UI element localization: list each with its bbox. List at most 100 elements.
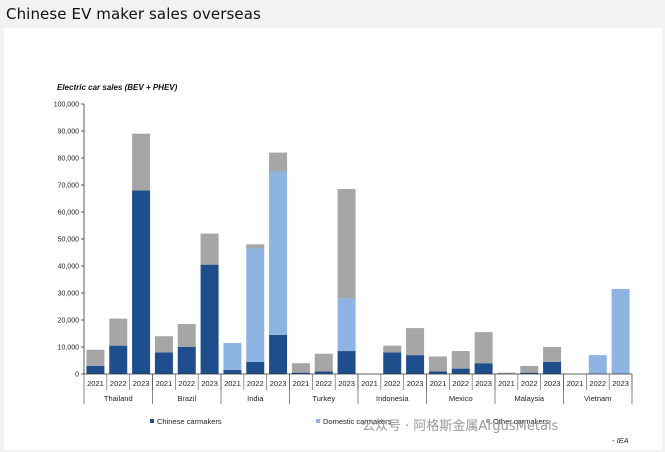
source-note: - IEA xyxy=(612,436,629,445)
bar-segment xyxy=(406,355,425,374)
bar-segment xyxy=(428,371,447,374)
x-tick-label: 2021 xyxy=(361,379,378,388)
bar-segment xyxy=(314,353,333,372)
x-tick-label: 2023 xyxy=(612,379,629,388)
bar-segment xyxy=(474,332,493,364)
y-tick-label: 90,000 xyxy=(58,129,80,136)
legend-label: Other carmakers xyxy=(493,417,549,426)
x-tick-label: 2022 xyxy=(452,379,469,388)
bar-segment xyxy=(200,233,219,265)
bar-segment xyxy=(246,248,265,362)
x-tick-label: 2022 xyxy=(178,379,195,388)
ev-sales-chart: Electric car sales (BEV + PHEV) 0 10,000 2… xyxy=(54,83,633,445)
bar-segment xyxy=(383,352,402,374)
x-tick-label: 2021 xyxy=(224,379,241,388)
x-tick-label: 2022 xyxy=(589,379,606,388)
bar-segment xyxy=(132,133,151,191)
group-label: Brazil xyxy=(177,394,196,403)
bar-segment xyxy=(520,365,539,373)
bar-segment xyxy=(109,318,128,346)
y-tick-label: 20,000 xyxy=(58,318,80,325)
watermark-text: 公众号 · 阿格斯金属ArgusMetals xyxy=(362,418,559,434)
bar-segment xyxy=(337,351,356,374)
x-tick-label: 2023 xyxy=(475,379,492,388)
x-tick-label: 2022 xyxy=(521,379,538,388)
bar-segment xyxy=(86,365,105,374)
bar-segment xyxy=(132,190,151,374)
x-tick-label: 2023 xyxy=(544,379,561,388)
group-label: Vietnam xyxy=(584,394,611,403)
bar-segment xyxy=(314,371,333,374)
y-tick-label: 60,000 xyxy=(58,210,80,217)
y-tick-label: 70,000 xyxy=(58,183,80,190)
x-tick-label: 2022 xyxy=(384,379,401,388)
bar-segment xyxy=(200,264,219,374)
bar-segment xyxy=(246,361,265,374)
y-axis: 0 10,000 20,000 30,000 40,000 50,000 60,000 70,… xyxy=(54,102,85,379)
bar-segment xyxy=(588,355,607,374)
bar-segment xyxy=(177,324,196,347)
x-tick-label: 2021 xyxy=(430,379,447,388)
y-tick-label: 40,000 xyxy=(58,264,80,271)
group-label: Turkey xyxy=(312,394,335,403)
x-tick-label: 2023 xyxy=(270,379,287,388)
bar-segment xyxy=(154,336,173,353)
x-tick-label: 2021 xyxy=(87,379,104,388)
bar-segment xyxy=(451,351,470,369)
legend-swatch xyxy=(150,419,154,423)
bar-segment xyxy=(497,372,516,374)
y-tick-label: 0 xyxy=(75,372,79,379)
bar-segment xyxy=(177,347,196,374)
group-label: India xyxy=(247,394,264,403)
x-tick-label: 2021 xyxy=(498,379,515,388)
bar-segment xyxy=(474,363,493,374)
legend-swatch xyxy=(486,419,490,423)
group-label: Indonesia xyxy=(376,394,409,403)
group-label: Malaysia xyxy=(514,394,544,403)
y-tick-label: 80,000 xyxy=(58,156,80,163)
legend-label: Chinese carmakers xyxy=(157,417,222,426)
bar-segment xyxy=(383,345,402,353)
bar-segment xyxy=(428,356,447,372)
y-tick-label: 10,000 xyxy=(58,345,80,352)
bar-segment xyxy=(269,152,288,172)
bar-segment xyxy=(406,328,425,356)
x-tick-label: 2023 xyxy=(133,379,150,388)
y-tick-label: 100,000 xyxy=(54,102,79,109)
bar-segment xyxy=(337,189,356,299)
bar-segment xyxy=(337,298,356,352)
x-tick-label: 2021 xyxy=(567,379,584,388)
bar-segment xyxy=(86,349,105,366)
legend-swatch xyxy=(316,419,320,423)
bar-segment xyxy=(246,244,265,249)
bar-segment xyxy=(543,347,562,362)
x-tick-label: 2021 xyxy=(156,379,173,388)
x-tick-label: 2023 xyxy=(338,379,355,388)
y-tick-label: 50,000 xyxy=(58,237,80,244)
x-tick-label: 2022 xyxy=(315,379,332,388)
y-axis-label: Electric car sales (BEV + PHEV) xyxy=(57,83,178,92)
bar-segment xyxy=(109,345,128,374)
bar-segment xyxy=(223,342,242,370)
bars xyxy=(86,133,630,374)
chart-panel: Electric car sales (BEV + PHEV) 0 10,000 2… xyxy=(4,28,662,450)
legend: Chinese carmakers Domestic carmakers Other… xyxy=(150,417,549,426)
y-tick-label: 30,000 xyxy=(58,291,80,298)
bar-segment xyxy=(291,372,310,374)
bar-segment xyxy=(291,363,310,373)
x-tick-label: 2023 xyxy=(407,379,424,388)
bar-segment xyxy=(223,369,242,374)
bar-segment xyxy=(269,334,288,374)
x-tick-label: 2022 xyxy=(247,379,264,388)
legend-label: Domestic carmakers xyxy=(323,417,392,426)
bar-segment xyxy=(611,288,630,374)
bar-segment xyxy=(154,352,173,374)
bar-segment xyxy=(269,171,288,335)
bar-segment xyxy=(520,372,539,374)
group-label: Mexico xyxy=(449,394,473,403)
x-tick-label: 2022 xyxy=(110,379,127,388)
page-title: Chinese EV maker sales overseas xyxy=(6,5,261,23)
bar-segment xyxy=(451,368,470,374)
group-label: Thailand xyxy=(104,394,133,403)
